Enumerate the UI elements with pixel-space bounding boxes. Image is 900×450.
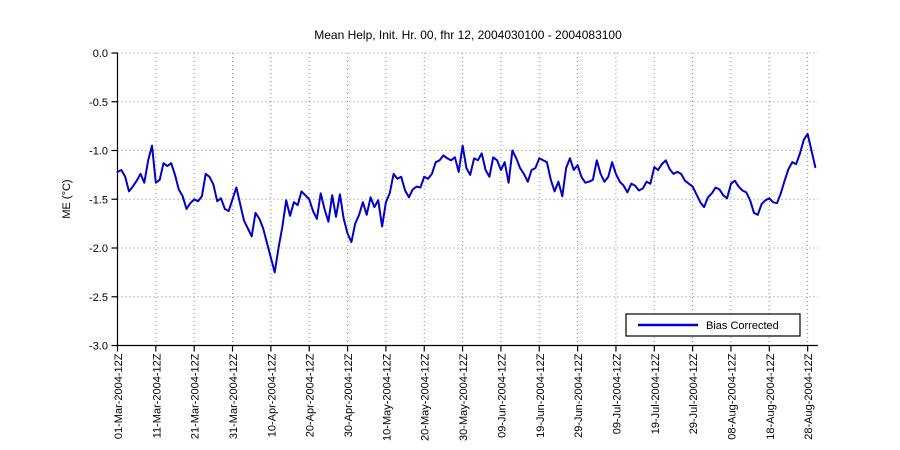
x-tick-label: 09-Jun-2004-12Z [496,353,508,438]
x-tick-labels: 01-Mar-2004-12Z 11-Mar-2004-12Z 21-Mar-200… [113,353,815,441]
x-tick-label: 30-May-2004-12Z [458,353,470,441]
legend-box [625,313,801,337]
legend: Bias Corrected [625,313,801,337]
x-tick-label: 29-Jun-2004-12Z [573,353,585,438]
data-series [116,132,817,274]
gridlines [117,52,818,346]
x-tick-label: 10-Apr-2004-12Z [266,353,278,437]
x-tick-label: 28-Aug-2004-12Z [803,353,815,440]
y-tick-label: -2.0 [89,243,108,255]
x-tick-label: 31-Mar-2004-12Z [228,353,240,439]
y-tick-label: -1.0 [89,146,108,158]
x-tick-label: 18-Aug-2004-12Z [765,353,777,440]
x-tick-label: 21-Mar-2004-12Z [190,353,202,439]
y-tick-label: -3.0 [89,341,108,353]
x-tick-label: 30-Apr-2004-12Z [343,353,355,437]
x-tick-label: 29-Jul-2004-12Z [688,353,700,434]
legend-label: Bias Corrected [706,320,779,332]
x-tick-label: 09-Jul-2004-12Z [611,353,623,434]
y-tick-labels: 0.0 -0.5 -1.0 -1.5 -2.0 -2.5 -3.0 [89,48,108,353]
x-tick-label: 01-Mar-2004-12Z [113,353,125,439]
x-tick-label: 20-May-2004-12Z [420,353,432,441]
chart-title: Mean Help, Init. Hr. 00, fhr 12, 2004030… [314,28,622,42]
y-tick-label: -0.5 [89,97,108,109]
series-line-bias-corrected [116,132,817,274]
x-tick-label: 08-Aug-2004-12Z [726,353,738,440]
y-axis-label: ME (°C) [61,179,73,218]
x-tick-label: 20-Apr-2004-12Z [305,353,317,437]
y-tick-label: -2.5 [89,292,108,304]
x-tick-label: 19-Jul-2004-12Z [650,353,662,434]
x-tick-label: 11-Mar-2004-12Z [151,353,163,438]
y-tick-label: -1.5 [89,194,108,206]
y-tick-label: 0.0 [93,48,108,60]
tick-marks [111,52,809,352]
x-tick-label: 10-May-2004-12Z [381,353,393,441]
x-tick-label: 19-Jun-2004-12Z [535,353,547,438]
